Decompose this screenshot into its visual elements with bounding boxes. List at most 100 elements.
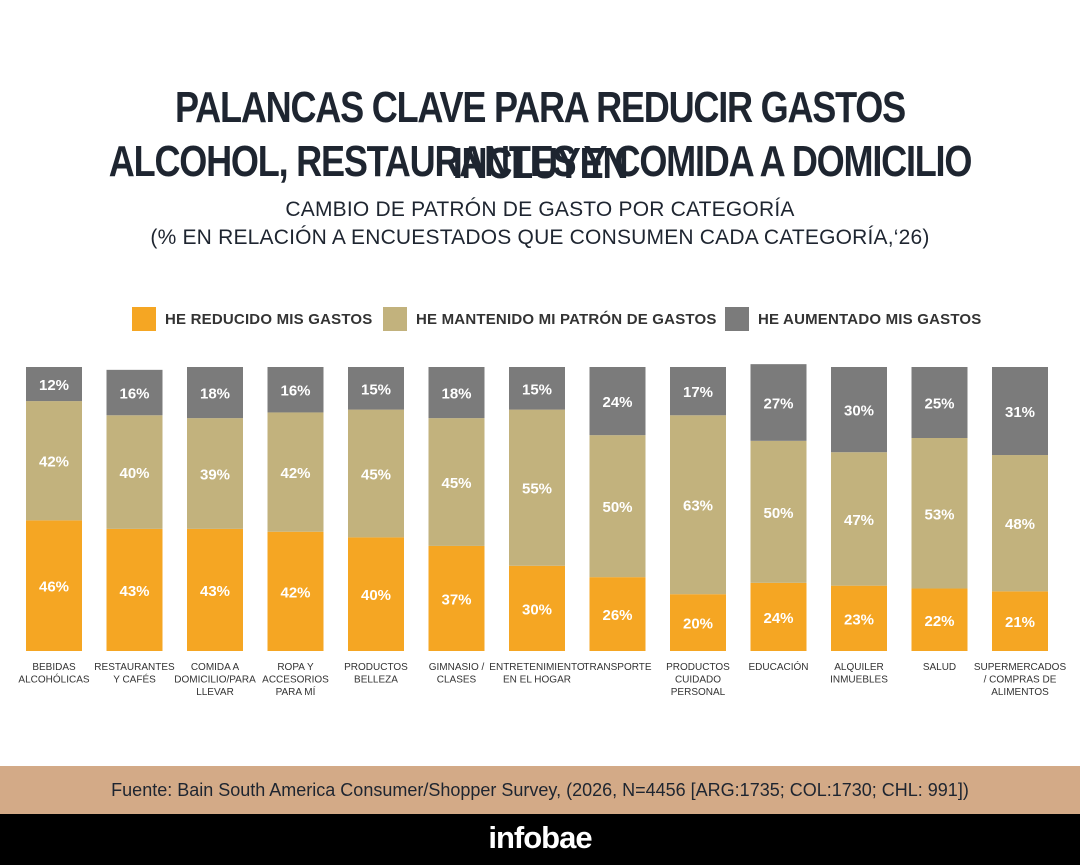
data-label-reducido-7: 26% (602, 607, 632, 624)
bar-mantenido-9 (750, 440, 807, 583)
legend-item-mantenido: HE MANTENIDO MI PATRÓN DE GASTOS (383, 306, 717, 332)
bar-aumentado-5 (428, 367, 485, 419)
category-label-4-line-1: BELLEZA (354, 675, 398, 686)
data-label-mantenido-5: 45% (441, 475, 471, 492)
bar-mantenido-10 (831, 452, 887, 586)
category-label-3-line-2: PARA MÍ (276, 685, 316, 698)
category-label-2-line-2: LLEVAR (196, 687, 234, 698)
bar-aumentado-6 (509, 367, 565, 410)
data-label-aumentado-2: 18% (200, 386, 230, 403)
data-label-aumentado-4: 15% (361, 381, 391, 398)
bar-mantenido-7 (589, 435, 646, 578)
category-label-5-line-1: CLASES (437, 675, 477, 686)
bar-mantenido-4 (348, 409, 404, 538)
category-label-8-line-0: PRODUCTOS (666, 662, 730, 673)
chart-title-line-1: PALANCAS CLAVE PARA REDUCIR GASTOS INCLU… (175, 83, 906, 188)
data-label-reducido-11: 22% (924, 613, 954, 630)
bar-reducido-8 (670, 594, 726, 651)
bar-reducido-0 (26, 520, 82, 651)
bar-reducido-11 (911, 588, 968, 651)
infobae-logo: infobae (488, 820, 592, 855)
source-band (0, 766, 1080, 814)
bar-aumentado-3 (267, 367, 324, 413)
bar-reducido-10 (831, 585, 887, 651)
bar-aumentado-0 (26, 367, 82, 402)
category-label-10-line-0: ALQUILER (834, 662, 883, 673)
bar-aumentado-2 (187, 367, 243, 419)
category-label-8-line-1: CUIDADO (675, 675, 721, 686)
data-label-aumentado-6: 15% (522, 381, 552, 398)
data-label-aumentado-11: 25% (924, 396, 954, 413)
bar-mantenido-5 (428, 418, 485, 546)
data-label-mantenido-10: 47% (844, 512, 874, 529)
data-label-mantenido-2: 39% (200, 467, 230, 484)
legend-label-mantenido: HE MANTENIDO MI PATRÓN DE GASTOS (416, 310, 717, 328)
bar-reducido-3 (267, 531, 324, 651)
data-label-reducido-4: 40% (361, 587, 391, 604)
data-label-aumentado-1: 16% (119, 386, 149, 403)
bar-aumentado-11 (911, 367, 968, 438)
bar-mantenido-1 (106, 415, 163, 529)
legend-item-reducido: HE REDUCIDO MIS GASTOS (132, 306, 372, 332)
data-label-mantenido-11: 53% (924, 506, 954, 523)
data-label-reducido-12: 21% (1005, 614, 1035, 631)
category-label-11-line-0: SALUD (923, 662, 956, 673)
category-label-3-line-0: ROPA Y (277, 662, 314, 673)
data-label-aumentado-3: 16% (280, 383, 310, 400)
legend-swatch-reducido (132, 307, 156, 331)
bar-aumentado-1 (106, 369, 163, 416)
data-label-reducido-8: 20% (683, 616, 713, 633)
data-label-reducido-9: 24% (763, 610, 793, 627)
category-label-6-line-1: EN EL HOGAR (503, 675, 571, 686)
data-label-aumentado-8: 17% (683, 384, 713, 401)
data-label-reducido-5: 37% (441, 591, 471, 608)
category-label-2-line-0: COMIDA A (191, 662, 240, 673)
legend-label-aumentado: HE AUMENTADO MIS GASTOS (758, 310, 982, 328)
chart-subtitle-line-2: (% EN RELACIÓN A ENCUESTADOS QUE CONSUME… (150, 226, 930, 249)
data-label-aumentado-7: 24% (602, 394, 632, 411)
bar-reducido-2 (187, 528, 243, 651)
bar-reducido-9 (750, 582, 807, 651)
category-label-12-line-2: ALIMENTOS (991, 687, 1049, 698)
category-label-1-line-0: RESTAURANTES (94, 662, 175, 673)
bar-reducido-6 (509, 565, 565, 651)
bar-reducido-4 (348, 537, 404, 651)
data-label-reducido-3: 42% (280, 584, 310, 601)
data-label-reducido-2: 43% (200, 583, 230, 600)
legend-item-aumentado: HE AUMENTADO MIS GASTOS (725, 306, 982, 332)
bar-mantenido-12 (992, 455, 1048, 592)
category-label-3-line-1: ACCESORIOS (262, 675, 329, 686)
bar-aumentado-10 (831, 367, 887, 453)
data-label-aumentado-10: 30% (844, 403, 874, 420)
bar-mantenido-11 (911, 438, 968, 589)
chart-title-line-2: ALCOHOL, RESTAURANTES Y COMIDA A DOMICIL… (108, 137, 973, 186)
data-label-mantenido-8: 63% (683, 498, 713, 515)
category-label-0-line-0: BEBIDAS (32, 662, 76, 673)
data-label-mantenido-4: 45% (361, 467, 391, 484)
data-label-reducido-1: 43% (119, 583, 149, 600)
bar-mantenido-0 (26, 401, 82, 521)
category-label-9-line-0: EDUCACIÓN (748, 660, 808, 673)
data-label-mantenido-0: 42% (39, 454, 69, 471)
data-label-reducido-6: 30% (522, 601, 552, 618)
category-label-12-line-0: SUPERMERCADOS (974, 662, 1067, 673)
bar-mantenido-3 (267, 412, 324, 532)
category-label-6-line-0: ENTRETENIMIENTO (489, 662, 585, 673)
data-label-aumentado-0: 12% (39, 377, 69, 394)
source-note: Fuente: Bain South America Consumer/Shop… (111, 780, 969, 800)
bar-aumentado-8 (670, 367, 726, 416)
category-label-4-line-0: PRODUCTOS (344, 662, 408, 673)
category-label-12-line-1: / COMPRAS DE (984, 675, 1057, 686)
data-label-aumentado-12: 31% (1005, 404, 1035, 421)
brand-band (0, 814, 1080, 865)
bar-mantenido-8 (670, 415, 726, 595)
data-label-reducido-0: 46% (39, 579, 69, 596)
bar-aumentado-12 (992, 367, 1048, 456)
data-label-mantenido-1: 40% (119, 465, 149, 482)
data-label-mantenido-6: 55% (522, 481, 552, 498)
data-label-mantenido-9: 50% (763, 505, 793, 522)
category-label-5-line-0: GIMNASIO / (429, 662, 485, 673)
category-label-10-line-1: INMUEBLES (830, 675, 888, 686)
bar-mantenido-2 (187, 418, 243, 529)
